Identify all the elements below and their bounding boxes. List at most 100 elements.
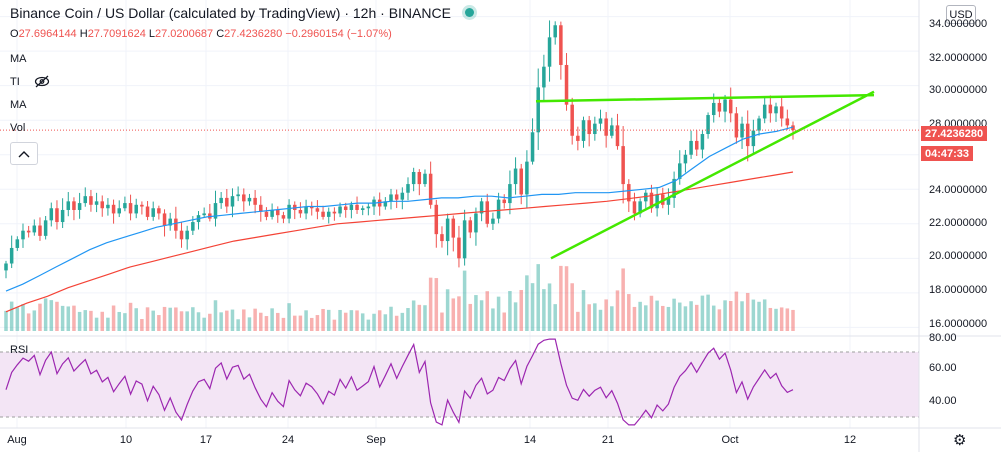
volume-bar (287, 303, 291, 331)
volume-bar (321, 308, 325, 331)
volume-bar (632, 306, 637, 331)
volume-bar (191, 307, 195, 331)
volume-bar (83, 310, 88, 331)
volume-bar (253, 308, 257, 331)
price-axis-label: 18.0000000 (929, 284, 988, 296)
volume-bar (649, 295, 654, 331)
indicator-volume[interactable]: Vol (10, 122, 26, 134)
candle-body (151, 208, 155, 217)
candle-body (389, 194, 393, 202)
candle-body (581, 120, 586, 141)
time-axis-label: 21 (601, 434, 615, 446)
volume-bar (474, 295, 478, 331)
candle-body (576, 135, 580, 141)
candle-body (140, 204, 144, 207)
volume-bar (15, 307, 20, 331)
candle-body (157, 208, 161, 214)
volume-bar (779, 307, 784, 331)
candle-body (615, 125, 620, 147)
ohlc-open-key: O (10, 28, 19, 40)
volume-bar (236, 319, 240, 331)
candle-body (632, 201, 637, 214)
candle-body (179, 230, 184, 240)
candle-body (740, 123, 744, 138)
candle-body (547, 37, 552, 67)
indicator-rsi[interactable]: RSI (10, 344, 29, 356)
candle-body (270, 209, 274, 217)
volume-bar (111, 305, 116, 331)
candle-body (683, 154, 688, 164)
volume-bar (581, 290, 586, 331)
chevron-up-icon (18, 150, 30, 157)
volume-bar (326, 309, 331, 331)
volume-bar (723, 300, 727, 331)
volume-bar (304, 310, 308, 331)
volume-bar (174, 307, 178, 331)
candle-body (111, 204, 116, 214)
candle-body (728, 99, 733, 114)
indicator-ma-2[interactable]: MA (10, 99, 27, 111)
volume-bar (26, 313, 31, 331)
volume-bar (72, 305, 76, 331)
currency-button[interactable]: USD (946, 5, 976, 24)
candle-body (672, 178, 676, 198)
time-axis-label: 10 (119, 434, 133, 446)
candle-body (276, 209, 280, 216)
candle-body (230, 196, 235, 207)
candle-body (491, 218, 495, 224)
candle-body (225, 197, 229, 207)
volume-bar (270, 308, 274, 331)
volume-bar (140, 319, 144, 331)
ohlc-close: 27.4236280 (224, 28, 283, 40)
volume-bar (457, 296, 461, 331)
candle-body (4, 263, 8, 271)
volume-bar (259, 312, 263, 331)
volume-bar (202, 317, 206, 331)
candle-body (247, 197, 252, 202)
indicator-ma-1[interactable]: MA (10, 53, 27, 65)
candle-body (474, 213, 478, 233)
candle-body (479, 201, 484, 214)
trendline-lower[interactable] (550, 90, 875, 260)
volume-bar (411, 300, 416, 331)
candle-body (434, 204, 439, 235)
volume-bar (672, 298, 676, 331)
volume-bar (281, 317, 286, 331)
candle-body (298, 209, 303, 214)
volume-bar (247, 317, 252, 331)
candle-body (406, 184, 410, 193)
candle-body (621, 146, 625, 185)
volume-bar (49, 300, 54, 331)
indicator-ti[interactable]: TI (10, 75, 50, 88)
candle-body (32, 225, 37, 233)
trendline-upper[interactable] (535, 93, 875, 103)
volume-bar (644, 305, 648, 331)
candle-body (711, 102, 716, 116)
gear-icon[interactable]: ⚙ (953, 432, 967, 449)
volume-bar (694, 304, 699, 331)
candle-body (627, 184, 631, 202)
volume-bar (179, 311, 184, 331)
ma-blue-line (5, 126, 794, 292)
volume-bar (728, 301, 733, 331)
candle-body (117, 208, 121, 214)
volume-bar (428, 277, 433, 331)
volume-bar (185, 311, 189, 331)
volume-bar (89, 310, 93, 331)
price-axis-label: 30.0000000 (929, 84, 988, 96)
candle-body (417, 172, 422, 185)
collapse-legend-button[interactable] (10, 142, 38, 165)
symbol-title[interactable]: Binance Coin / US Dollar (calculated by … (10, 5, 474, 21)
candle-body (89, 196, 93, 205)
candle-body (440, 234, 444, 242)
volume-bar (394, 315, 399, 331)
eye-off-icon[interactable] (34, 75, 50, 88)
volume-bar (276, 312, 280, 331)
candle-body (655, 194, 659, 209)
time-axis-label: 24 (281, 434, 295, 446)
candle-body (502, 199, 506, 204)
ohlc-open: 27.6964144 (18, 28, 77, 40)
candle-body (485, 201, 490, 224)
volume-bar (587, 304, 591, 331)
